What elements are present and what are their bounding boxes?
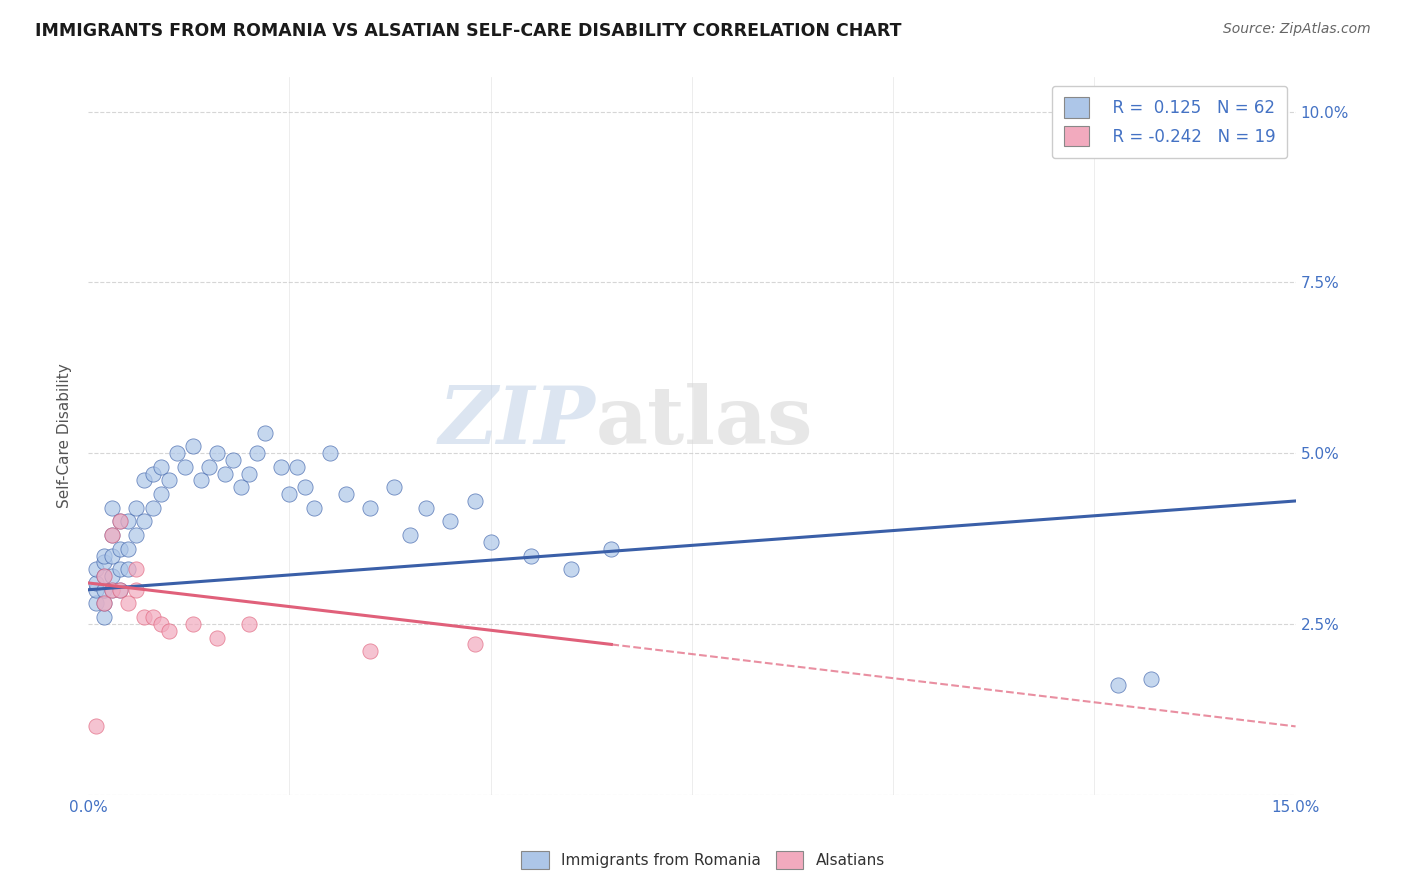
Point xyxy=(287,459,309,474)
Point xyxy=(157,474,180,488)
Point xyxy=(214,467,236,481)
Point xyxy=(399,528,422,542)
Text: Source: ZipAtlas.com: Source: ZipAtlas.com xyxy=(1223,22,1371,37)
Point xyxy=(101,528,124,542)
Point xyxy=(359,644,381,658)
Point xyxy=(93,569,115,583)
Point xyxy=(141,467,163,481)
Point xyxy=(181,439,204,453)
Point xyxy=(166,446,188,460)
Point xyxy=(84,596,107,610)
Point xyxy=(84,562,107,576)
Point xyxy=(359,500,381,515)
Point xyxy=(110,562,132,576)
Point xyxy=(190,474,212,488)
Point xyxy=(84,719,107,733)
Point xyxy=(101,582,124,597)
Point xyxy=(560,562,582,576)
Point xyxy=(479,535,502,549)
Point xyxy=(125,582,148,597)
Point xyxy=(101,549,124,563)
Text: IMMIGRANTS FROM ROMANIA VS ALSATIAN SELF-CARE DISABILITY CORRELATION CHART: IMMIGRANTS FROM ROMANIA VS ALSATIAN SELF… xyxy=(35,22,901,40)
Point xyxy=(464,494,486,508)
Point xyxy=(110,515,132,529)
Point xyxy=(84,576,107,591)
Point xyxy=(93,596,115,610)
Point xyxy=(149,487,172,501)
Point xyxy=(173,459,195,474)
Text: atlas: atlas xyxy=(595,383,813,461)
Point xyxy=(294,480,316,494)
Point xyxy=(134,515,156,529)
Point xyxy=(229,480,252,494)
Point xyxy=(205,631,228,645)
Point xyxy=(1139,672,1161,686)
Point xyxy=(93,582,115,597)
Point xyxy=(93,549,115,563)
Point xyxy=(141,610,163,624)
Point xyxy=(600,541,623,556)
Point xyxy=(157,624,180,638)
Point xyxy=(318,446,340,460)
Point xyxy=(254,425,277,440)
Point xyxy=(101,569,124,583)
Point xyxy=(93,556,115,570)
Point xyxy=(93,610,115,624)
Point xyxy=(110,582,132,597)
Point xyxy=(125,500,148,515)
Point xyxy=(117,515,139,529)
Point xyxy=(181,616,204,631)
Point xyxy=(382,480,405,494)
Point xyxy=(302,500,325,515)
Point xyxy=(93,569,115,583)
Point xyxy=(415,500,437,515)
Point xyxy=(84,582,107,597)
Point xyxy=(278,487,301,501)
Point xyxy=(110,582,132,597)
Point xyxy=(238,467,260,481)
Point xyxy=(117,541,139,556)
Point xyxy=(238,616,260,631)
Point xyxy=(222,453,245,467)
Point xyxy=(246,446,269,460)
Point xyxy=(270,459,292,474)
Legend:   R =  0.125   N = 62,   R = -0.242   N = 19: R = 0.125 N = 62, R = -0.242 N = 19 xyxy=(1052,86,1288,158)
Point xyxy=(520,549,543,563)
Point xyxy=(110,541,132,556)
Point xyxy=(134,474,156,488)
Point xyxy=(101,500,124,515)
Point xyxy=(93,596,115,610)
Point xyxy=(110,515,132,529)
Point xyxy=(125,528,148,542)
Point xyxy=(149,616,172,631)
Point xyxy=(117,596,139,610)
Point xyxy=(117,562,139,576)
Point xyxy=(198,459,221,474)
Point xyxy=(141,500,163,515)
Point xyxy=(134,610,156,624)
Text: ZIP: ZIP xyxy=(439,383,595,460)
Point xyxy=(464,637,486,651)
Point xyxy=(335,487,357,501)
Point xyxy=(125,562,148,576)
Y-axis label: Self-Care Disability: Self-Care Disability xyxy=(58,364,72,508)
Point xyxy=(439,515,461,529)
Point xyxy=(1108,678,1130,692)
Point xyxy=(205,446,228,460)
Legend: Immigrants from Romania, Alsatians: Immigrants from Romania, Alsatians xyxy=(515,845,891,875)
Point xyxy=(149,459,172,474)
Point xyxy=(101,528,124,542)
Point xyxy=(101,582,124,597)
